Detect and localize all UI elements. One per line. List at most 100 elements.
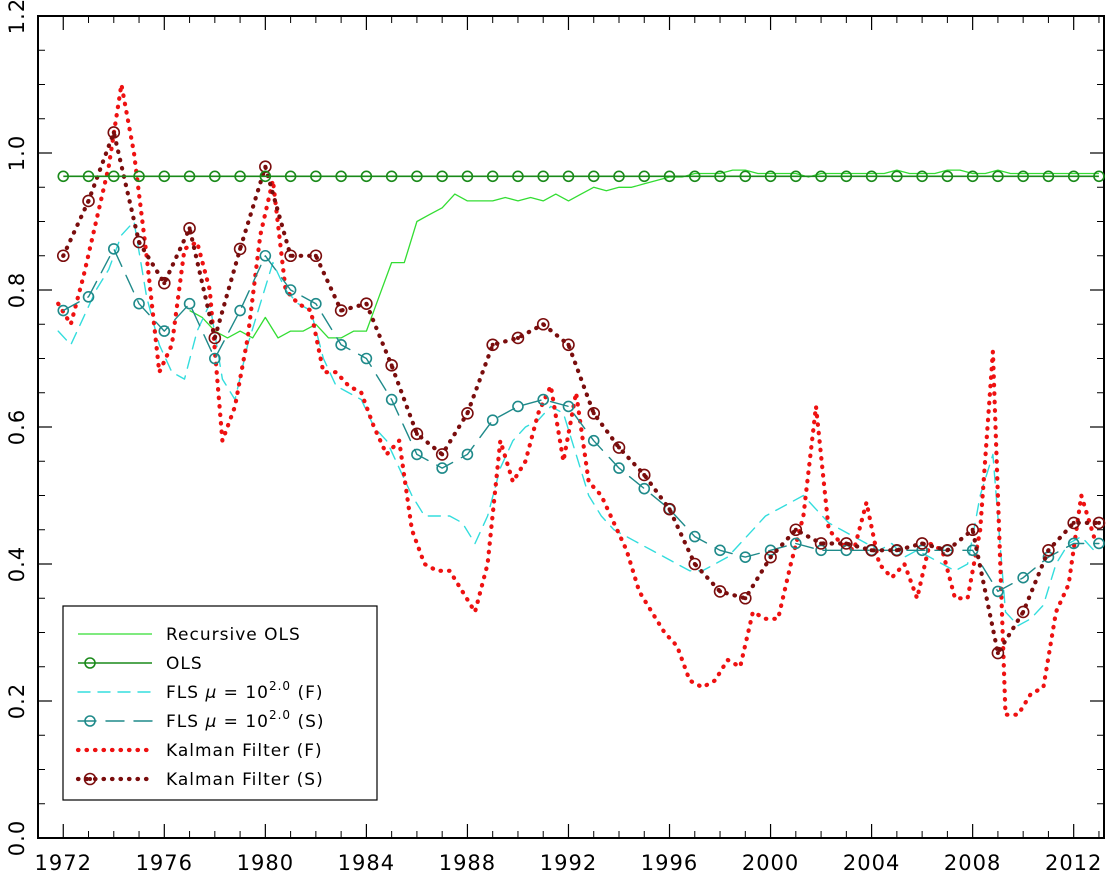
data-point-center (137, 240, 142, 245)
legend-label: OLS (166, 654, 203, 674)
data-point-center (1071, 520, 1076, 525)
data-point (613, 462, 625, 474)
y-tick-label: 0.8 (5, 272, 29, 308)
data-point (891, 170, 903, 183)
data-point (335, 170, 347, 183)
data-point (915, 537, 929, 550)
data-point-center (440, 452, 445, 457)
series-line (62, 248, 1100, 593)
series-1 (57, 170, 1105, 183)
data-point (284, 170, 297, 183)
legend-label: Kalman Filter (S) (166, 770, 324, 790)
data-point-center (465, 411, 470, 416)
legend-label: FLS μ = 102.0 (F) (166, 679, 324, 703)
data-point (587, 434, 600, 447)
data-point (790, 537, 802, 550)
data-point-center (364, 301, 369, 306)
data-point-center (819, 541, 824, 546)
data-point (411, 170, 423, 183)
y-tick-label: 0.0 (5, 820, 29, 856)
data-point (360, 297, 373, 311)
data-point (764, 170, 777, 183)
data-point-center (389, 363, 394, 368)
data-point (612, 441, 626, 454)
data-point (790, 170, 802, 183)
legend-marker (84, 657, 96, 669)
x-axis-tick-labels: 1972 1976 1980 1984 1988 1992 1996 2000 2004 2008… (35, 851, 1102, 875)
data-point (789, 523, 803, 537)
data-point (865, 543, 878, 557)
data-point (991, 646, 1005, 660)
data-point (638, 482, 651, 495)
y-axis-tick-labels: 0.0 0.2 0.4 0.6 0.8 1.0 1.2 (5, 0, 29, 856)
data-point (992, 170, 1004, 183)
data-point-center (238, 246, 243, 251)
data-point (209, 170, 221, 183)
data-point (1017, 170, 1029, 183)
data-point (410, 427, 424, 441)
data-point (1093, 170, 1105, 183)
data-point (688, 530, 701, 543)
series-0 (189, 169, 1099, 339)
data-point (208, 331, 222, 345)
data-point (385, 393, 398, 406)
data-point (435, 448, 449, 461)
x-tick-label: 1984 (338, 851, 395, 875)
data-point-center (616, 445, 621, 450)
data-point-center (490, 342, 495, 347)
data-point (57, 170, 70, 183)
y-tick-label: 0.4 (5, 546, 29, 582)
legend-label: FLS μ = 102.0 (S) (166, 708, 325, 732)
data-point (360, 352, 373, 365)
data-point-center (869, 548, 874, 553)
data-point (82, 291, 95, 303)
data-point (1067, 537, 1080, 550)
data-point (310, 170, 322, 183)
data-point (966, 523, 979, 537)
data-point (82, 170, 95, 183)
data-point (486, 338, 499, 352)
data-point (1017, 571, 1029, 584)
data-point (360, 170, 373, 183)
data-point-center (86, 198, 91, 203)
series-layer (56, 82, 1106, 717)
data-point (1016, 605, 1030, 619)
data-point-center (288, 253, 293, 258)
x-tick-label: 2000 (742, 851, 799, 875)
data-point (840, 170, 853, 183)
series-line (189, 169, 1099, 339)
data-point (511, 331, 525, 345)
data-point (133, 170, 145, 183)
series-4 (56, 82, 1096, 717)
data-point-center (162, 281, 167, 286)
data-point (536, 317, 550, 331)
data-point (1067, 516, 1080, 530)
data-point (335, 338, 347, 351)
data-point (461, 170, 474, 183)
x-tick-label: 2012 (1045, 851, 1102, 875)
data-point (714, 544, 726, 557)
data-point (107, 170, 120, 183)
data-point-center (844, 541, 849, 546)
data-point-center (313, 253, 318, 258)
data-point (814, 537, 828, 550)
x-tick-label: 2004 (843, 851, 900, 875)
data-point (1067, 170, 1080, 183)
data-point (714, 170, 726, 183)
data-point (284, 249, 297, 263)
data-point (233, 242, 247, 256)
data-point (613, 170, 625, 183)
data-point (259, 160, 272, 173)
data-point (57, 304, 70, 317)
data-point-center (1021, 609, 1026, 614)
data-point (234, 304, 246, 317)
data-point (941, 543, 954, 557)
data-point (587, 170, 600, 183)
data-point-center (111, 130, 116, 135)
data-point (411, 448, 423, 461)
data-point (865, 170, 878, 183)
data-point-center (692, 562, 697, 566)
data-point (107, 126, 121, 139)
data-point (133, 297, 145, 310)
